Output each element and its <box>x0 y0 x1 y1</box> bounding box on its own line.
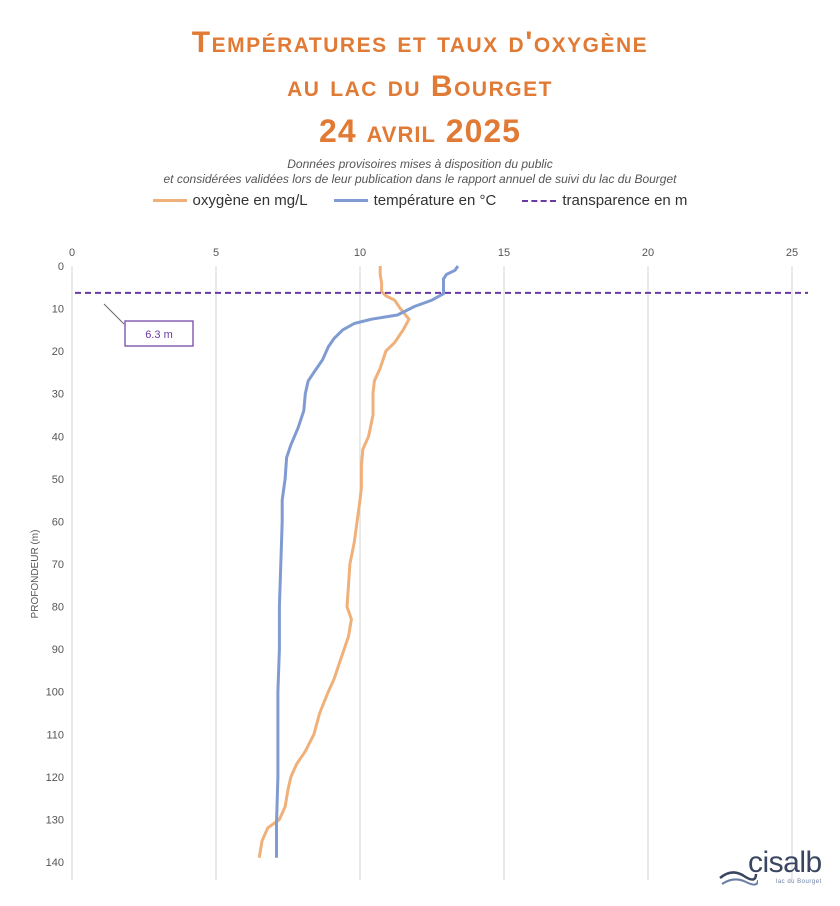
y-tick-label: 140 <box>46 857 64 869</box>
chart-title-date: 24 avril 2025 <box>319 113 521 149</box>
legend-item-oxygen: oxygène en mg/L <box>152 192 308 209</box>
chart-legend: oxygène en mg/L température en °C transp… <box>0 192 840 209</box>
logo-tagline: lac du Bourget <box>776 879 822 885</box>
y-tick-label: 110 <box>46 729 64 741</box>
chart-title-line-1: Températures et taux d'oxygène <box>191 26 649 59</box>
subtitle-line-1: Données provisoires mises à disposition … <box>287 157 553 171</box>
y-tick-label: 0 <box>58 261 64 273</box>
y-axis-label: PROFONDEUR (m) <box>30 530 41 619</box>
y-tick-label: 80 <box>52 602 64 614</box>
x-tick-label: 5 <box>213 247 219 259</box>
y-tick-label: 100 <box>46 687 64 699</box>
y-tick-label: 40 <box>52 431 64 443</box>
legend-label-temperature: température en °C <box>373 192 497 209</box>
legend-swatch-temperature <box>333 199 368 202</box>
chart-title-line-2: au lac du Bourget <box>287 70 553 103</box>
legend-swatch-transparency <box>522 199 557 202</box>
subtitle-line-2: et considérées validées lors de leur pub… <box>163 172 677 186</box>
transparency-value-label: 6.3 m <box>145 329 173 341</box>
legend-label-transparency: transparence en m <box>562 192 688 209</box>
y-tick-label: 30 <box>52 389 64 401</box>
logo-wave-icon <box>719 871 758 886</box>
oxygen-series-line <box>257 266 411 858</box>
transparency-callout-connector <box>103 303 125 325</box>
x-tick-label: 20 <box>642 247 654 259</box>
legend-label-oxygen: oxygène en mg/L <box>192 192 308 209</box>
x-tick-label: 10 <box>354 247 366 259</box>
legend-item-temperature: température en °C <box>333 192 497 209</box>
cisalb-logo: cisalb lac du Bourget <box>718 846 828 896</box>
x-tick-label: 25 <box>786 247 798 259</box>
temperature-series-line <box>275 265 460 858</box>
transparency-callout-box <box>124 320 194 347</box>
y-tick-label: 130 <box>46 814 64 826</box>
y-tick-label: 50 <box>52 474 64 486</box>
x-tick-label: 0 <box>69 247 75 259</box>
x-tick-label: 15 <box>498 247 510 259</box>
legend-item-transparency: transparence en m <box>522 192 687 209</box>
y-tick-label: 70 <box>52 559 64 571</box>
y-tick-label: 60 <box>52 516 64 528</box>
y-tick-label: 20 <box>52 346 64 358</box>
y-tick-label: 90 <box>52 644 64 656</box>
y-tick-label: 10 <box>52 304 64 316</box>
legend-swatch-oxygen <box>152 199 187 202</box>
y-tick-label: 120 <box>46 772 64 784</box>
logo-name: cisalb <box>748 846 822 879</box>
